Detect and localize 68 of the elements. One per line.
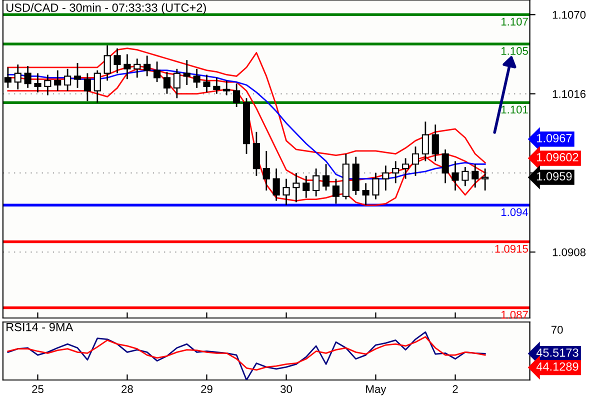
x-tick-label: 30 [280, 385, 292, 394]
candlestick [144, 54, 151, 77]
candlestick [173, 68, 180, 99]
candlestick [312, 168, 320, 198]
candlestick [74, 62, 82, 89]
candlestick [64, 68, 72, 92]
chart-title: USD/CAD - 30min - 07:33:33 (UTC+2) [6, 3, 206, 14]
candlestick [124, 54, 131, 80]
candlestick [233, 82, 240, 108]
candlestick [24, 65, 32, 89]
candlestick [302, 175, 310, 199]
candlestick [452, 160, 459, 192]
x-tick-label: 2 [452, 385, 458, 393]
candlestick [163, 71, 171, 94]
candlestick [472, 163, 479, 188]
ref-line-label: 1.105 [501, 47, 528, 55]
line-series [7, 48, 486, 164]
candlestick [84, 72, 91, 102]
candlestick [422, 120, 429, 162]
candlestick [223, 80, 230, 96]
candlestick [44, 74, 52, 96]
candlestick [322, 163, 330, 192]
candlestick [362, 182, 370, 206]
candlestick [402, 158, 410, 180]
text: 1.0967 [537, 134, 572, 142]
ref-line-label: 1.087 [501, 310, 528, 319]
candlestick [292, 172, 300, 203]
text: 44.1289 [536, 362, 578, 371]
candlestick [392, 160, 400, 184]
candlestick [104, 44, 111, 82]
chart-title: RSI14 - 9MA [6, 322, 74, 332]
candlestick [54, 70, 62, 92]
candlestick [193, 68, 200, 89]
x-tick-label: 25 [32, 385, 44, 394]
ref-line-label: 1.094 [501, 208, 528, 216]
ref-line-label: 1.101 [501, 106, 528, 114]
y-tick-label: 1.1016 [552, 90, 586, 98]
candlestick [14, 64, 22, 90]
candlestick [114, 48, 121, 74]
candlestick [432, 124, 439, 162]
candlestick [203, 74, 210, 94]
candlestick [272, 168, 280, 202]
y-tick-label: 1.1070 [552, 10, 586, 19]
candlestick [94, 70, 101, 104]
candlestick [213, 76, 220, 94]
x-tick-label: May [366, 385, 386, 396]
candlestick [153, 60, 161, 83]
text: 70 [551, 326, 563, 334]
candlestick [462, 166, 469, 187]
candlestick [332, 178, 340, 204]
candlestick [372, 172, 380, 200]
text: 1.0959 [537, 172, 572, 180]
x-tick-label: 29 [201, 385, 212, 394]
y-tick-label: 1.0908 [552, 248, 586, 256]
candlestick [482, 168, 489, 192]
candlestick [134, 58, 141, 78]
x-tick-label: 28 [122, 385, 133, 394]
candlestick [442, 148, 449, 184]
candlestick [412, 146, 420, 177]
candlestick [262, 150, 270, 192]
text: 1.09602 [537, 153, 578, 162]
ref-line-label: 1.0915 [495, 244, 528, 253]
candlestick [183, 59, 190, 86]
candlestick [34, 72, 42, 94]
ref-line-label: 1.107 [501, 18, 528, 26]
candlestick [282, 178, 290, 206]
text: 45.5173 [536, 348, 578, 357]
candlestick [382, 164, 390, 192]
